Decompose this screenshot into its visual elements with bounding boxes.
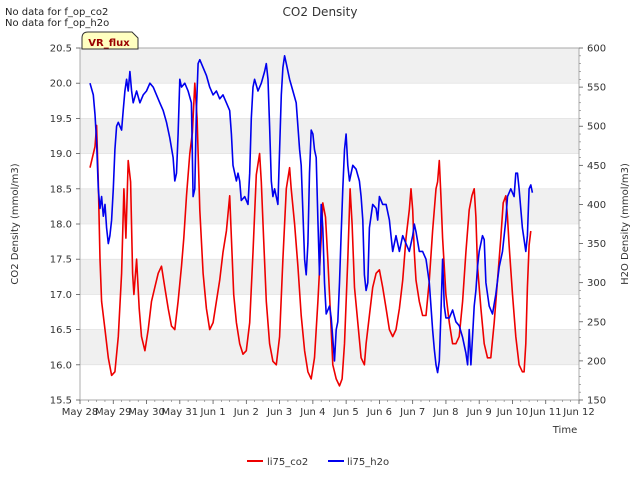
y-tick-label: 16.5 [50, 325, 72, 336]
x-tick-label: May 28 [62, 407, 99, 418]
y-axis-right: 150 200 250 300 350 400 450 500 550 600 [579, 44, 606, 407]
x-tick-label: Jun 11 [529, 407, 562, 418]
y-axis-left: 15.5 16.0 16.5 17.0 17.5 18.0 18.5 19.0 19.5 20.0… [50, 44, 80, 407]
y2-tick-label: 450 [587, 161, 606, 172]
y2-tick-label: 350 [587, 239, 606, 250]
y2-tick-label: 200 [587, 356, 606, 367]
y2-tick-label: 400 [587, 200, 606, 211]
x-tick-label: Jun 6 [366, 407, 392, 418]
x-tick-label: Jun 5 [333, 407, 359, 418]
x-tick-label: Jun 7 [399, 407, 425, 418]
x-axis-label: Time [552, 425, 577, 436]
x-tick-label: Jun 9 [466, 407, 492, 418]
y-tick-label: 19.0 [50, 149, 72, 160]
x-tick-label: Jun 12 [562, 407, 595, 418]
background-band [80, 48, 579, 84]
legend: li75_co2 li75_h2o [247, 457, 389, 468]
vr-flux-badge: VR_flux [81, 31, 139, 50]
y2-tick-label: 600 [587, 44, 606, 55]
y-axis-label: CO2 Density (mmol/m3) [10, 163, 21, 284]
y-tick-label: 20.0 [50, 79, 72, 90]
y2-tick-label: 500 [587, 122, 606, 133]
y-tick-label: 20.5 [50, 44, 72, 55]
badge-label: VR_flux [88, 38, 130, 49]
y2-tick-label: 300 [587, 278, 606, 289]
background-band [80, 329, 579, 365]
x-tick-label: May 30 [128, 407, 165, 418]
x-tick-label: Jun 4 [299, 407, 325, 418]
no-data-note-h2o: No data for f_op_h2o [5, 18, 110, 29]
y2-tick-label: 150 [587, 396, 606, 407]
y-tick-label: 17.5 [50, 255, 72, 266]
background-bands [80, 48, 579, 365]
legend-label-h2o: li75_h2o [347, 457, 389, 468]
x-tick-label: Jun 10 [496, 407, 529, 418]
legend-label-co2: li75_co2 [267, 457, 308, 468]
background-band [80, 188, 579, 224]
chart-title: CO2 Density [283, 5, 358, 19]
y2-tick-label: 550 [587, 83, 606, 94]
y2-tick-label: 250 [587, 317, 606, 328]
background-band [80, 118, 579, 154]
y-tick-label: 19.5 [50, 114, 72, 125]
series-line-co2 [89, 82, 532, 387]
x-tick-label: Jun 3 [266, 407, 292, 418]
x-tick-label: Jun 1 [199, 407, 225, 418]
y-tick-label: 17.0 [50, 290, 72, 301]
y-tick-label: 15.5 [50, 396, 72, 407]
badge-background [81, 31, 139, 50]
x-tick-label: May 29 [95, 407, 132, 418]
y-tick-label: 16.0 [50, 360, 72, 371]
y2-axis-label: H2O Density (mmol/m3) [620, 163, 631, 285]
x-tick-label: May 31 [162, 407, 199, 418]
y-tick-label: 18.0 [50, 220, 72, 231]
x-tick-label: Jun 2 [233, 407, 259, 418]
no-data-note-co2: No data for f_op_co2 [5, 7, 109, 18]
y-tick-label: 18.5 [50, 184, 72, 195]
series-layer [89, 55, 534, 387]
series-line-h2o [89, 55, 534, 374]
x-tick-label: Jun 8 [432, 407, 458, 418]
